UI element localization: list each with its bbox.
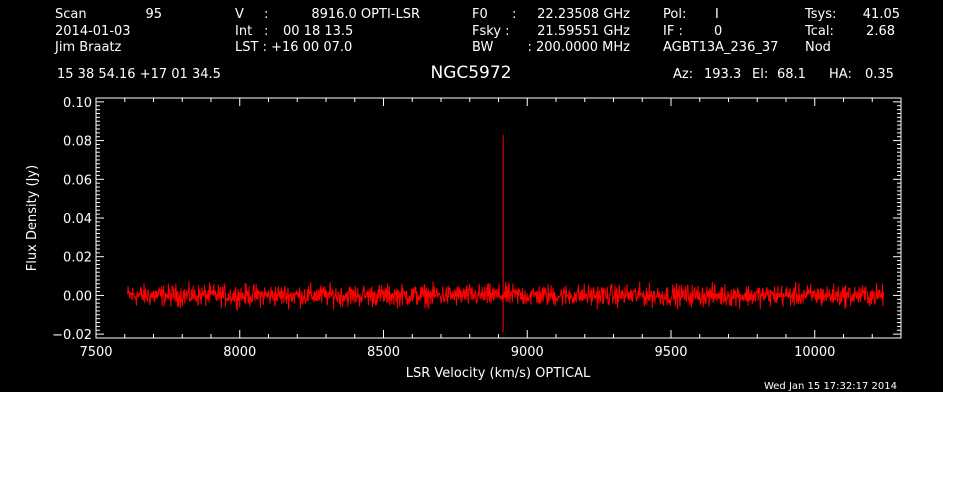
x-tick-label: 9000 — [511, 345, 544, 360]
ha-label: HA: — [829, 67, 852, 82]
el-value: 68.1 — [777, 67, 806, 82]
pol-value: I — [715, 7, 719, 22]
project-id: AGBT13A_236_37 — [663, 40, 778, 55]
chart-title: NGC5972 — [430, 63, 511, 83]
if-label: IF : — [663, 24, 683, 39]
f0-value: 22.23508 GHz — [537, 7, 630, 22]
int-sep: : — [264, 24, 268, 39]
fsky-value: 21.59551 GHz — [537, 24, 630, 39]
lst-value: LST : +16 00 07.0 — [235, 40, 352, 55]
f0-sep: : — [512, 7, 516, 22]
scan-label: Scan — [55, 7, 87, 22]
tsys-label: Tsys: — [804, 7, 836, 22]
int-label: Int — [235, 24, 252, 39]
az-value: 193.3 — [704, 67, 741, 82]
y-axis: −0.02 0.00 0.02 0.04 0.06 0.08 0.10 — [52, 96, 901, 343]
plot-timestamp: Wed Jan 15 17:32:17 2014 — [764, 381, 897, 392]
x-tick-label: 8000 — [223, 345, 256, 360]
x-tick-label: 8500 — [367, 345, 400, 360]
obs-date: 2014-01-03 — [55, 24, 131, 39]
pol-label: Pol: — [663, 7, 686, 22]
observer-name: Jim Braatz — [54, 40, 122, 55]
plot-background — [0, 0, 943, 392]
int-value: 00 18 13.5 — [283, 24, 353, 39]
frequency-info: F0 : 22.23508 GHz Fsky : 21.59551 GHz BW… — [472, 7, 630, 55]
x-tick-label: 7500 — [79, 345, 112, 360]
el-label: El: — [752, 67, 768, 82]
spectrum-line — [127, 280, 885, 311]
velocity-sep: : — [264, 7, 268, 22]
az-label: Az: — [673, 67, 693, 82]
scan-info: Scan 95 2014-01-03 Jim Braatz — [54, 7, 162, 55]
series-layer — [127, 134, 885, 333]
system-info: Tsys: 41.05 Tcal: 2.68 Nod — [804, 7, 900, 55]
ha-value: 0.35 — [865, 67, 894, 82]
fsky-label: Fsky : — [472, 24, 510, 39]
spectrum-plot: Scan 95 2014-01-03 Jim Braatz V : 8916.0… — [0, 0, 943, 392]
y-tick-label: 0.02 — [63, 251, 92, 266]
pointing-info: Az: 193.3 El: 68.1 HA: 0.35 — [673, 67, 894, 82]
f0-label: F0 — [472, 7, 488, 22]
x-axis: 7500 8000 8500 9000 9500 10000 — [79, 98, 902, 360]
if-value: 0 — [714, 24, 722, 39]
receiver-info: Pol: I IF : 0 AGBT13A_236_37 — [663, 7, 778, 55]
y-tick-label: 0.10 — [63, 96, 92, 111]
tsys-value: 41.05 — [863, 7, 900, 22]
y-tick-label: −0.02 — [52, 328, 92, 343]
y-tick-label: 0.00 — [63, 289, 92, 304]
y-axis-label: Flux Density (Jy) — [25, 165, 40, 271]
obs-mode: Nod — [805, 40, 831, 55]
y-tick-label: 0.06 — [63, 173, 92, 188]
bw-label: BW — [472, 40, 493, 55]
x-tick-label: 9500 — [654, 345, 687, 360]
velocity-value: 8916.0 OPTI-LSR — [311, 7, 420, 22]
velocity-info: V : 8916.0 OPTI-LSR Int : 00 18 13.5 LST… — [235, 7, 420, 55]
x-tick-label: 10000 — [794, 345, 835, 360]
tcal-label: Tcal: — [804, 24, 834, 39]
x-axis-label: LSR Velocity (km/s) OPTICAL — [406, 366, 591, 381]
scan-value: 95 — [145, 7, 162, 22]
y-tick-label: 0.08 — [63, 135, 92, 150]
tcal-value: 2.68 — [866, 24, 895, 39]
y-tick-label: 0.04 — [63, 212, 92, 227]
bw-value: : 200.0000 MHz — [528, 40, 631, 55]
velocity-label: V — [235, 7, 244, 22]
source-coordinates: 15 38 54.16 +17 01 34.5 — [57, 67, 221, 82]
